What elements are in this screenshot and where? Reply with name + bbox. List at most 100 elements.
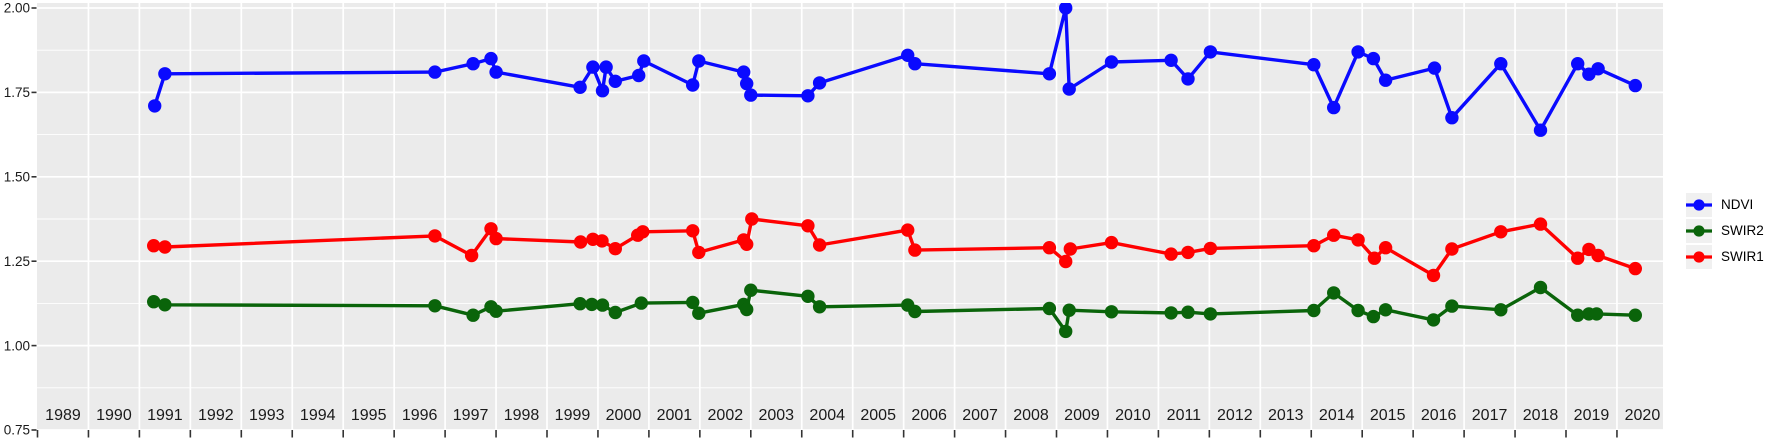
data-point-SWIR1 <box>740 237 754 251</box>
data-point-SWIR2 <box>1366 309 1381 324</box>
data-point-SWIR2 <box>573 297 587 311</box>
data-point-SWIR2 <box>686 295 700 310</box>
x-tick-label: 1993 <box>249 407 285 424</box>
point-line-icon <box>1686 224 1712 237</box>
data-point-NDVI <box>573 80 587 95</box>
data-point-NDVI <box>1351 45 1365 59</box>
legend-key-ndvi <box>1686 192 1712 217</box>
data-point-SWIR1 <box>1445 242 1459 256</box>
data-point-SWIR1 <box>1063 242 1078 256</box>
data-point-SWIR1 <box>686 224 700 238</box>
data-point-SWIR1 <box>1426 268 1441 283</box>
panel-background <box>37 3 1663 430</box>
x-tick-label: 2006 <box>911 407 947 424</box>
data-point-SWIR1 <box>1307 239 1321 253</box>
data-point-SWIR2 <box>744 283 758 297</box>
legend-label-swir2: SWIR2 <box>1721 222 1764 238</box>
x-tick-label: 2004 <box>809 407 845 424</box>
data-point-SWIR2 <box>1181 305 1195 319</box>
data-point-SWIR1 <box>158 240 172 254</box>
data-point-SWIR2 <box>489 304 503 318</box>
data-point-NDVI <box>637 54 651 68</box>
data-point-SWIR1 <box>1628 261 1643 276</box>
data-point-NDVI <box>1591 62 1605 76</box>
data-point-SWIR2 <box>812 300 827 314</box>
legend-item-swir1: SWIR1 <box>1686 244 1764 269</box>
data-point-NDVI <box>158 67 172 81</box>
data-point-SWIR2 <box>1307 303 1321 318</box>
data-point-SWIR2 <box>1164 306 1178 320</box>
x-tick-label: 1996 <box>402 407 438 424</box>
x-tick-label: 2012 <box>1217 407 1253 424</box>
data-point-SWIR1 <box>1367 251 1382 265</box>
data-point-SWIR2 <box>466 308 480 322</box>
x-tick-label: 1997 <box>453 407 489 424</box>
x-tick-label: 2011 <box>1167 407 1202 424</box>
data-point-NDVI <box>686 78 700 92</box>
x-tick-label: 2002 <box>708 407 744 424</box>
data-point-SWIR1 <box>1533 217 1548 231</box>
data-point-NDVI <box>1104 55 1119 69</box>
x-tick-label: 1989 <box>45 407 81 424</box>
x-tick-label: 2019 <box>1574 407 1610 424</box>
legend-label-ndvi: NDVI <box>1721 196 1754 212</box>
x-tick-label: 2018 <box>1523 407 1559 424</box>
data-point-SWIR1 <box>1327 228 1341 242</box>
x-tick-label: 1998 <box>504 407 540 424</box>
data-point-NDVI <box>908 57 922 71</box>
x-tick-label: 1991 <box>147 407 183 424</box>
x-tick-label: 2000 <box>606 407 642 424</box>
x-tick-label: 2007 <box>962 407 998 424</box>
data-point-NDVI <box>1181 72 1195 86</box>
x-tick-label: 2003 <box>758 407 794 424</box>
x-tick-label: 2010 <box>1115 407 1151 424</box>
legend-key-swir2 <box>1686 218 1712 243</box>
x-tick-label: 2008 <box>1013 407 1049 424</box>
data-point-SWIR1 <box>1042 241 1057 255</box>
data-point-NDVI <box>812 76 827 90</box>
data-point-NDVI <box>1445 111 1459 125</box>
data-point-SWIR2 <box>692 306 706 320</box>
data-point-SWIR2 <box>1062 303 1076 317</box>
data-point-NDVI <box>1366 51 1381 66</box>
data-point-SWIR1 <box>801 219 815 233</box>
point-line-icon <box>1686 198 1712 211</box>
data-point-NDVI <box>1203 45 1218 59</box>
data-point-NDVI <box>148 99 162 113</box>
data-point-NDVI <box>1307 57 1321 72</box>
data-point-NDVI <box>484 51 498 66</box>
data-point-NDVI <box>1628 78 1643 93</box>
data-point-SWIR2 <box>1494 303 1508 317</box>
data-point-SWIR2 <box>1203 307 1218 321</box>
data-point-SWIR2 <box>585 297 599 312</box>
data-point-NDVI <box>595 84 610 98</box>
legend: NDVI SWIR2 SWIR1 <box>1686 192 1764 269</box>
data-point-SWIR1 <box>595 234 609 248</box>
data-point-SWIR1 <box>1591 248 1605 263</box>
data-point-SWIR1 <box>636 225 650 239</box>
data-point-SWIR2 <box>1628 308 1643 322</box>
y-tick-label: 0.75 <box>4 423 30 438</box>
x-tick-label: 1994 <box>300 407 336 424</box>
data-point-SWIR1 <box>147 239 161 253</box>
data-point-NDVI <box>608 74 622 89</box>
data-point-SWIR2 <box>1378 303 1393 317</box>
x-tick-label: 1992 <box>198 407 234 424</box>
data-point-SWIR2 <box>1445 299 1459 313</box>
x-tick-label: 2016 <box>1421 407 1457 424</box>
data-point-SWIR1 <box>901 223 915 237</box>
data-point-SWIR1 <box>692 245 706 260</box>
data-point-SWIR1 <box>745 212 759 226</box>
series-group <box>147 3 1643 339</box>
data-point-SWIR2 <box>595 298 610 312</box>
x-tick-label: 1995 <box>351 407 387 424</box>
data-point-NDVI <box>1494 57 1508 71</box>
data-point-NDVI <box>744 88 758 102</box>
point-line-icon <box>1686 250 1712 263</box>
y-tick-label: 2.00 <box>4 1 30 16</box>
data-point-NDVI <box>1533 123 1548 137</box>
data-point-NDVI <box>740 76 754 91</box>
data-point-NDVI <box>632 68 646 83</box>
data-point-SWIR1 <box>428 229 442 243</box>
y-tick-label: 1.75 <box>4 85 30 100</box>
